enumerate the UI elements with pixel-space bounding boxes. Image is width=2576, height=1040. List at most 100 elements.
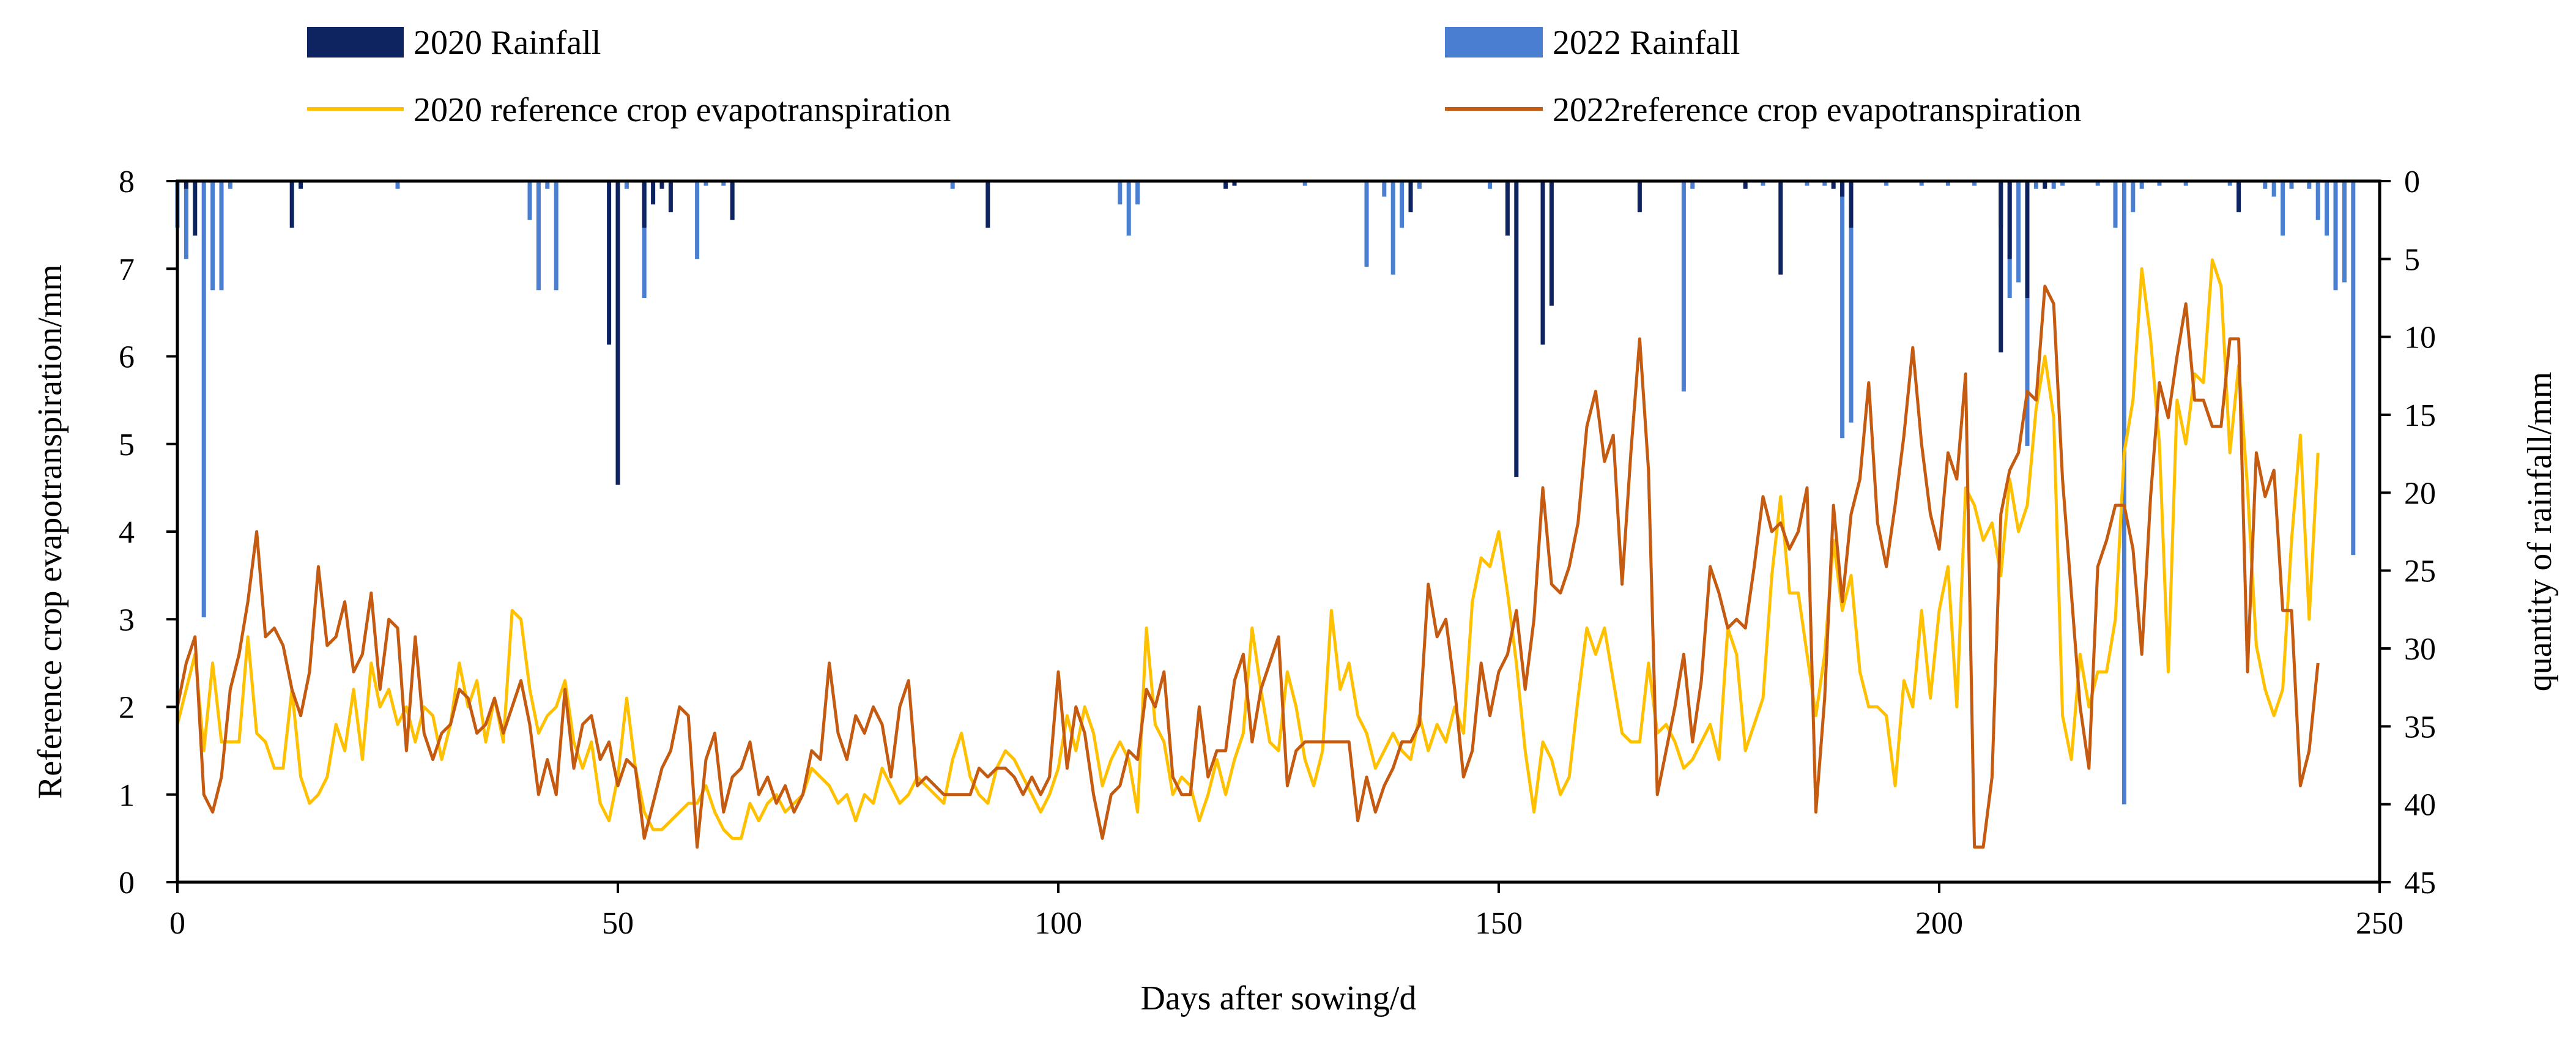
- left-axis-title: Reference crop evapotranspiration/mm: [31, 264, 69, 799]
- rainfall-2022-bar-1: [184, 181, 188, 259]
- rainfall-2020-bar-155: [1540, 181, 1545, 345]
- rainfall-2022-bar-204: [1972, 181, 1977, 186]
- x-tick-label-250: 250: [2356, 906, 2403, 941]
- right-tick-label-30: 30: [2404, 632, 2436, 667]
- rainfall-2022-bar-220: [2113, 181, 2118, 228]
- rainfall-2022-bar-225: [2157, 181, 2162, 186]
- right-tick-label-0: 0: [2404, 165, 2420, 199]
- rainfall-2022-bar-4: [210, 181, 215, 291]
- rainfall-2020-bar-140: [1408, 181, 1413, 212]
- rainfall-2022-bar-243: [2315, 181, 2320, 220]
- x-tick-label-150: 150: [1475, 906, 1523, 941]
- left-axis-ticks: 0 1 2 3 4 5 6 7 8: [119, 165, 177, 901]
- left-tick-label-3: 3: [119, 603, 135, 637]
- rainfall-2022-bar-138: [1390, 181, 1395, 275]
- rainfall-2020-bar-152: [1514, 181, 1519, 477]
- rainfall-2022-bar-51: [624, 181, 629, 189]
- x-tick-label-100: 100: [1034, 906, 1082, 941]
- legend-label-rain2022: 2022 Rainfall: [1553, 24, 1740, 62]
- legend-label-et2020: 2020 reference crop evapotranspiration: [414, 91, 951, 129]
- rainfall-2022-bar-233: [2227, 181, 2232, 186]
- right-axis-title: quantity of rainfall/mm: [2521, 372, 2559, 692]
- rainfall-2022-bar-128: [1302, 181, 1307, 186]
- rainfall-2022-bar-189: [1840, 181, 1845, 439]
- left-tick-label-1: 1: [119, 778, 135, 813]
- et-2020-series-line: [176, 258, 2320, 840]
- rainfall-2022-bar-3: [201, 181, 206, 618]
- right-tick-label-10: 10: [2404, 321, 2436, 355]
- right-tick-label-40: 40: [2404, 788, 2436, 823]
- rainfall-2022-bar-107: [1118, 181, 1123, 205]
- rainfall-2020-bar-119: [1223, 181, 1228, 189]
- rainfall-2022-bars: [175, 181, 2356, 804]
- rainfall-2022-bar-139: [1400, 181, 1405, 228]
- rainfall-2020-bar-13: [289, 181, 294, 228]
- rainfall-2022-bar-149: [1488, 181, 1493, 189]
- x-tick-label-50: 50: [602, 906, 634, 941]
- rainfall-2022-bar-137: [1382, 181, 1387, 197]
- legend-label-rain2020: 2020 Rainfall: [414, 24, 601, 62]
- rainfall-2022-bar-238: [2271, 181, 2276, 197]
- et-2022-series-line: [176, 284, 2320, 849]
- rainfall-2022-bar-242: [2307, 181, 2312, 189]
- rainfall-2020-bars: [184, 181, 2241, 485]
- rainfall-2020-bar-178: [1743, 181, 1748, 189]
- left-tick-label-6: 6: [119, 340, 135, 375]
- rainfall-2022-bar-25: [395, 181, 400, 189]
- right-tick-label-5: 5: [2404, 242, 2420, 277]
- rainfall-2020-bar-210: [2025, 181, 2030, 298]
- rainfall-2020-bar-92: [985, 181, 990, 228]
- right-tick-label-20: 20: [2404, 476, 2436, 511]
- legend-swatch-rain2020: [307, 27, 404, 58]
- rainfall-2022-bar-141: [1417, 181, 1422, 189]
- rainfall-2022-bar-245: [2333, 181, 2338, 291]
- plot-frame: [176, 179, 2381, 884]
- rainfall-2022-bar-222: [2131, 181, 2136, 212]
- rainfall-2022-bar-198: [1919, 181, 1924, 186]
- rainfall-2022-bar-228: [2183, 181, 2188, 186]
- legend-item-et2020: 2020 reference crop evapotranspiration: [307, 91, 951, 129]
- legend-item-rain2020: 2020 Rainfall: [307, 24, 601, 62]
- rainfall-2020-bar-190: [1849, 181, 1854, 228]
- rainfall-2022-bar-240: [2289, 181, 2294, 189]
- rainfall-2022-bar-187: [1822, 181, 1827, 186]
- rainfall-2022-bar-42: [545, 181, 550, 189]
- rainfall-2022-bar-201: [1945, 181, 1950, 186]
- et-2022-line: [176, 284, 2320, 849]
- rainfall-2020-bar-234: [2236, 181, 2241, 212]
- rainfall-2022-bar-171: [1681, 181, 1686, 392]
- rainfall-2020-bar-54: [651, 181, 656, 205]
- rainfall-2022-bar-60: [703, 181, 708, 186]
- legend-item-et2022: 2022reference crop evapotranspiration: [1445, 91, 2081, 129]
- rainfall-2020-bar-212: [2043, 181, 2047, 189]
- legend-swatch-rain2022: [1445, 27, 1543, 58]
- rainfall-2022-bar-218: [2095, 181, 2100, 186]
- rainfall-2020-bar-207: [1999, 181, 2003, 353]
- rainfall-2022-bar-6: [228, 181, 232, 189]
- rainfall-2022-bar-108: [1126, 181, 1131, 236]
- right-tick-label-45: 45: [2404, 866, 2436, 901]
- legend: 2020 Rainfall 2022 Rainfall 2020 referen…: [307, 24, 2081, 129]
- rainfall-2020-bar-151: [1505, 181, 1510, 236]
- rainfall-2020-bar-2: [193, 181, 198, 236]
- x-axis-title: Days after sowing/d: [1140, 979, 1416, 1017]
- rainfall-2022-bar-209: [2016, 181, 2021, 283]
- left-tick-label-5: 5: [119, 428, 135, 462]
- rainfall-2022-bar-214: [2060, 181, 2065, 186]
- right-tick-label-15: 15: [2404, 398, 2436, 433]
- rainfall-2022-bar-246: [2342, 181, 2347, 283]
- rainfall-2022-bar-109: [1135, 181, 1140, 205]
- rainfall-2022-bar-210: [2025, 181, 2030, 446]
- x-tick-label-0: 0: [169, 906, 185, 941]
- rainfall-2022-bar-5: [219, 181, 224, 291]
- rainfall-2020-bar-50: [615, 181, 620, 485]
- rainfall-2020-bar-188: [1831, 181, 1836, 189]
- rainfall-2022-bar-43: [554, 181, 559, 291]
- left-tick-label-8: 8: [119, 165, 135, 199]
- rainfall-2020-bar-166: [1637, 181, 1642, 212]
- rainfall-2022-bar-190: [1849, 181, 1854, 423]
- rainfall-2020-bar-53: [642, 181, 647, 228]
- rainfall-2022-bar-239: [2281, 181, 2285, 236]
- rainfall-2022-bar-135: [1364, 181, 1369, 267]
